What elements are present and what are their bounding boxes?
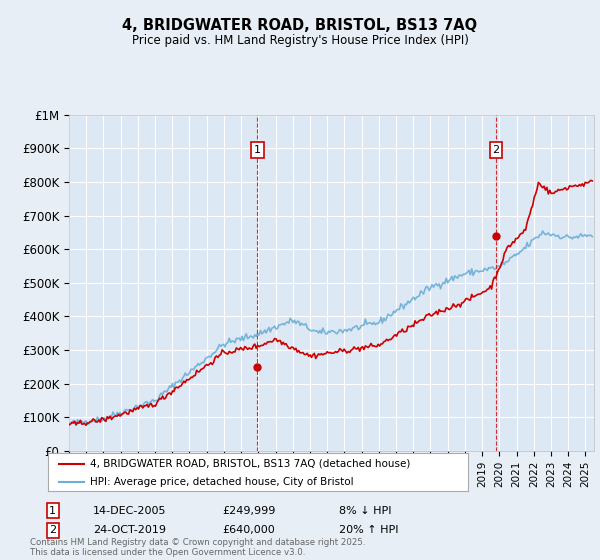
Text: HPI: Average price, detached house, City of Bristol: HPI: Average price, detached house, City… (90, 477, 353, 487)
Text: 24-OCT-2019: 24-OCT-2019 (93, 525, 166, 535)
Text: 4, BRIDGWATER ROAD, BRISTOL, BS13 7AQ (detached house): 4, BRIDGWATER ROAD, BRISTOL, BS13 7AQ (d… (90, 459, 410, 469)
Text: 1: 1 (49, 506, 56, 516)
Text: 4, BRIDGWATER ROAD, BRISTOL, BS13 7AQ: 4, BRIDGWATER ROAD, BRISTOL, BS13 7AQ (122, 18, 478, 32)
Text: 8% ↓ HPI: 8% ↓ HPI (339, 506, 391, 516)
Text: Contains HM Land Registry data © Crown copyright and database right 2025.
This d: Contains HM Land Registry data © Crown c… (30, 538, 365, 557)
Text: 1: 1 (254, 145, 261, 155)
Text: 14-DEC-2005: 14-DEC-2005 (93, 506, 167, 516)
Text: £640,000: £640,000 (222, 525, 275, 535)
Text: £249,999: £249,999 (222, 506, 275, 516)
Text: Price paid vs. HM Land Registry's House Price Index (HPI): Price paid vs. HM Land Registry's House … (131, 34, 469, 47)
Text: 20% ↑ HPI: 20% ↑ HPI (339, 525, 398, 535)
Text: 2: 2 (493, 145, 500, 155)
Text: 2: 2 (49, 525, 56, 535)
